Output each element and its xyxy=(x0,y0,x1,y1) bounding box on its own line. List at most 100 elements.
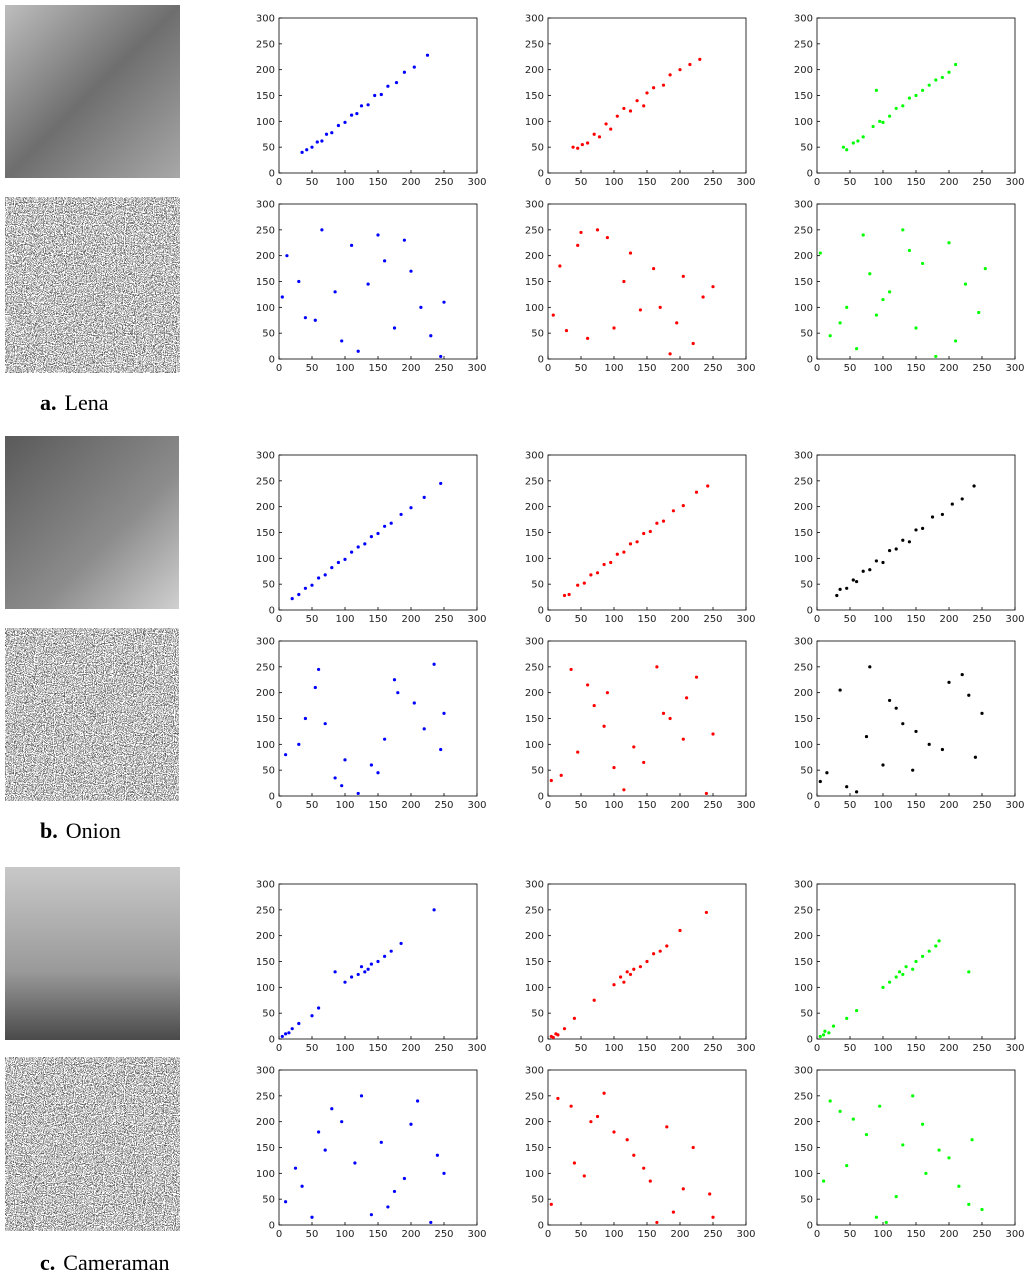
y-tick-label: 200 xyxy=(794,65,813,76)
point xyxy=(602,562,606,567)
y-tick-label: 50 xyxy=(262,329,275,340)
point xyxy=(940,75,945,80)
point xyxy=(592,703,596,708)
point xyxy=(661,519,666,523)
point xyxy=(658,949,662,953)
point xyxy=(350,975,354,979)
point xyxy=(356,972,360,977)
x-tick-label: 300 xyxy=(1005,1043,1024,1054)
point xyxy=(355,111,359,116)
x-tick-label: 100 xyxy=(873,1043,892,1054)
caption-name: Lena xyxy=(65,390,109,415)
x-tick-label: 300 xyxy=(736,1229,755,1240)
point xyxy=(592,132,596,136)
point xyxy=(576,243,580,247)
point xyxy=(562,593,567,598)
point xyxy=(665,1125,669,1129)
x-tick-label: 50 xyxy=(306,363,319,374)
point xyxy=(972,484,976,488)
y-tick-label: 50 xyxy=(262,1195,275,1206)
x-tick-label: 200 xyxy=(401,1043,420,1054)
point xyxy=(297,279,301,284)
x-tick-label: 150 xyxy=(906,1043,925,1054)
point xyxy=(317,576,321,580)
x-tick-label: 250 xyxy=(434,614,453,625)
x-tick-label: 50 xyxy=(575,614,588,625)
y-tick-label: 300 xyxy=(525,1066,544,1077)
y-tick-label: 0 xyxy=(807,1221,813,1232)
point xyxy=(940,747,945,752)
point xyxy=(622,106,626,111)
point xyxy=(897,970,902,974)
plot-area xyxy=(816,203,1016,360)
x-tick-label: 100 xyxy=(335,614,354,625)
point xyxy=(432,908,436,912)
y-tick-label: 100 xyxy=(256,983,275,994)
y-tick-label: 300 xyxy=(256,14,275,25)
point xyxy=(894,547,898,551)
point xyxy=(595,228,600,232)
y-tick-label: 100 xyxy=(256,740,275,751)
point xyxy=(392,326,397,330)
point xyxy=(831,1024,836,1028)
point xyxy=(914,729,918,734)
point xyxy=(287,1031,291,1035)
point xyxy=(336,123,340,128)
point xyxy=(576,583,580,587)
x-tick-label: 0 xyxy=(545,177,551,188)
point xyxy=(894,706,898,710)
point xyxy=(934,944,938,948)
x-tick-label: 150 xyxy=(368,614,387,625)
point xyxy=(383,259,387,263)
x-tick-label: 200 xyxy=(670,800,689,811)
point xyxy=(343,557,347,561)
point xyxy=(907,540,912,544)
point xyxy=(369,1213,373,1217)
x-tick-label: 300 xyxy=(467,363,486,374)
point xyxy=(284,1032,288,1036)
point xyxy=(638,965,643,969)
y-tick-label: 100 xyxy=(525,117,544,128)
point xyxy=(681,737,685,741)
point xyxy=(845,785,849,789)
y-tick-label: 300 xyxy=(256,200,275,211)
y-tick-label: 200 xyxy=(256,251,275,262)
point xyxy=(628,972,633,977)
point xyxy=(914,93,918,98)
point xyxy=(559,773,563,777)
point xyxy=(399,941,403,946)
x-tick-label: 150 xyxy=(906,614,925,625)
point xyxy=(947,241,951,245)
point xyxy=(914,959,918,964)
point xyxy=(845,148,849,152)
point xyxy=(868,272,872,276)
point xyxy=(874,1215,879,1219)
x-tick-label: 100 xyxy=(604,800,623,811)
point xyxy=(704,910,709,915)
x-tick-label: 0 xyxy=(276,1043,282,1054)
point xyxy=(586,683,590,687)
x-tick-label: 300 xyxy=(467,1043,486,1054)
y-tick-label: 150 xyxy=(794,1143,813,1154)
x-tick-label: 300 xyxy=(467,177,486,188)
point xyxy=(551,1035,555,1040)
x-tick-label: 250 xyxy=(703,614,722,625)
point xyxy=(881,560,885,565)
point xyxy=(609,127,613,131)
point xyxy=(359,1094,364,1098)
x-tick-label: 250 xyxy=(434,363,453,374)
x-tick-label: 250 xyxy=(703,177,722,188)
point xyxy=(320,139,324,143)
x-tick-label: 250 xyxy=(703,363,722,374)
y-tick-label: 200 xyxy=(794,931,813,942)
point xyxy=(293,1166,298,1170)
point xyxy=(442,711,446,715)
x-tick-label: 0 xyxy=(276,363,282,374)
point xyxy=(340,1120,344,1124)
point xyxy=(827,1031,831,1035)
x-tick-label: 300 xyxy=(1005,800,1024,811)
encrypted-image xyxy=(5,1057,180,1231)
x-tick-label: 150 xyxy=(637,177,656,188)
x-tick-label: 0 xyxy=(814,1229,820,1240)
point xyxy=(350,243,354,247)
